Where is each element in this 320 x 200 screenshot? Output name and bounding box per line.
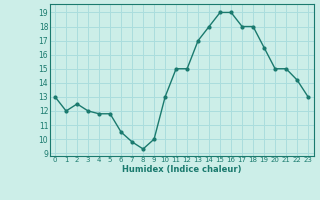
X-axis label: Humidex (Indice chaleur): Humidex (Indice chaleur) <box>122 165 241 174</box>
